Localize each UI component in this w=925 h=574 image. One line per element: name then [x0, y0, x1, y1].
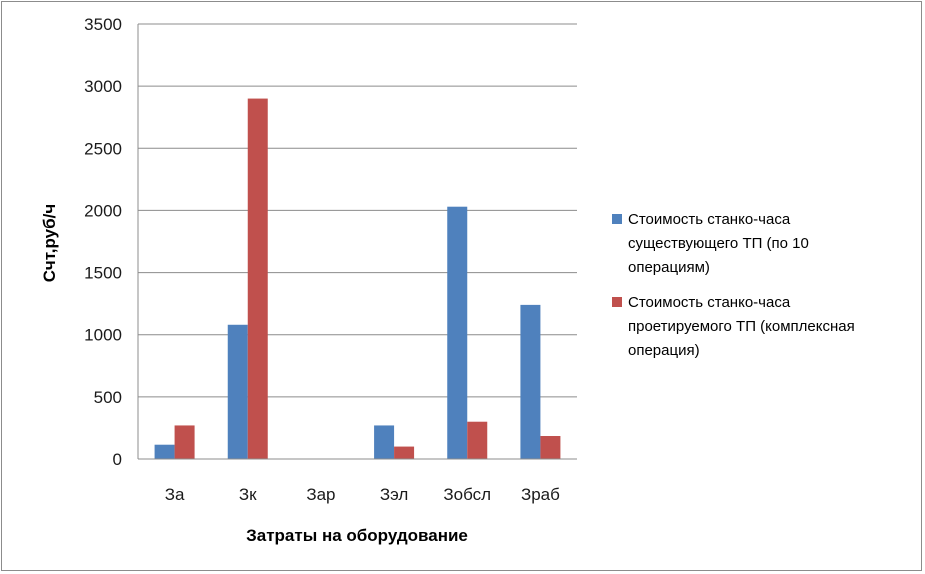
bar-existing [227, 324, 248, 459]
y-axis-title: Счт,руб/ч [40, 204, 59, 282]
x-axis-title: Затраты на оборудование [246, 526, 468, 545]
y-tick-label: 500 [94, 388, 122, 407]
legend-label: существующего ТП (по 10 [628, 235, 809, 252]
x-tick-label: Зэл [380, 485, 409, 504]
bar-projected [467, 421, 488, 459]
x-tick-label: Зар [306, 485, 335, 504]
y-tick-label: 2500 [84, 139, 122, 158]
legend-item: Стоимость станко-часа существующего ТП (п… [612, 211, 809, 276]
legend-item: Стоимость станко-часа проетируемого ТП (к… [612, 294, 855, 359]
legend-label: операция) [628, 342, 700, 359]
bars [138, 98, 577, 460]
x-tick-label: Зобсл [443, 485, 491, 504]
gridlines [137, 23, 577, 460]
legend: Стоимость станко-часа существующего ТП (п… [612, 211, 855, 359]
y-tick-label: 3500 [84, 15, 122, 34]
x-tick-label: Зраб [521, 485, 560, 504]
bar-projected [247, 98, 268, 460]
legend-label: операциям) [628, 259, 710, 276]
legend-label: Стоимость станко-часа [628, 294, 791, 311]
legend-swatch [612, 297, 622, 307]
x-tick-label: Зк [239, 485, 257, 504]
x-tick-label: За [165, 485, 185, 504]
bar-existing [154, 444, 175, 459]
y-tick-label: 2000 [84, 201, 122, 220]
x-tick-labels: За Зк Зар Зэл Зобсл Зраб [165, 485, 560, 504]
y-tick-label: 1500 [84, 264, 122, 283]
bar-projected [540, 436, 561, 459]
legend-label: проетируемого ТП (комплексная [628, 318, 855, 335]
bar-existing [447, 206, 468, 459]
bar-projected [394, 446, 415, 459]
legend-swatch [612, 214, 622, 224]
y-tick-label: 0 [113, 450, 122, 469]
bar-existing [374, 425, 395, 459]
bar-existing [520, 304, 541, 459]
y-tick-label: 1000 [84, 326, 122, 345]
y-tick-label: 3000 [84, 77, 122, 96]
y-tick-labels: 0 500 1000 1500 2000 2500 3000 3500 [84, 15, 122, 469]
legend-label: Стоимость станко-часа [628, 211, 791, 228]
bar-projected [174, 425, 195, 459]
